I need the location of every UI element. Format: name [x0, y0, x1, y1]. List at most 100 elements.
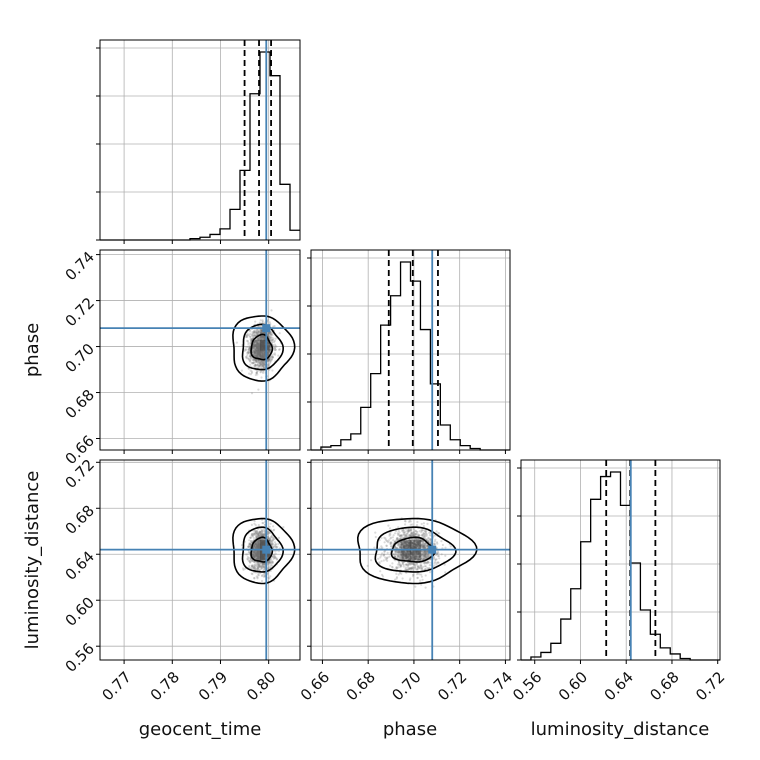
sample-point — [260, 349, 263, 352]
sample-point — [254, 329, 257, 332]
sample-point — [263, 344, 266, 347]
x-tick-label: 0.66 — [297, 668, 333, 704]
sample-point — [277, 536, 280, 540]
sample-point — [257, 350, 260, 353]
sample-point — [259, 354, 262, 357]
sample-point — [252, 330, 255, 333]
sample-point — [257, 347, 260, 351]
sample-point — [256, 370, 259, 373]
sample-point — [274, 348, 277, 351]
sample-point — [389, 533, 392, 536]
sample-point — [247, 358, 250, 361]
sample-point — [257, 361, 260, 364]
sample-point — [272, 337, 275, 340]
sample-point — [256, 363, 260, 366]
sample-point — [262, 342, 265, 345]
sample-point — [259, 355, 262, 358]
sample-point — [256, 534, 260, 537]
sample-point — [263, 341, 266, 345]
sample-point — [263, 335, 266, 339]
sample-point — [262, 568, 265, 571]
sample-point — [268, 345, 272, 348]
sample-point — [414, 566, 417, 569]
sample-point — [249, 335, 252, 338]
sample-point — [266, 353, 269, 356]
sample-point — [261, 354, 264, 357]
sample-point — [256, 351, 259, 354]
sample-point — [273, 528, 276, 531]
sample-point — [260, 365, 263, 368]
sample-point — [245, 553, 248, 556]
sample-point — [260, 347, 263, 350]
sample-point — [254, 364, 257, 367]
sample-point — [252, 361, 255, 364]
sample-point — [247, 352, 251, 355]
sample-point — [259, 347, 262, 350]
sample-point — [245, 356, 248, 359]
sample-point — [259, 366, 262, 369]
sample-point — [266, 341, 270, 344]
sample-point — [261, 562, 264, 566]
sample-point — [260, 337, 264, 340]
y-tick-label: 0.68 — [62, 502, 98, 538]
sample-point — [384, 537, 387, 540]
sample-point — [249, 536, 252, 539]
sample-point — [255, 330, 258, 333]
sample-point — [260, 335, 263, 338]
sample-point — [266, 352, 269, 355]
sample-point — [255, 354, 258, 357]
sample-point — [262, 360, 265, 363]
sample-point — [253, 353, 256, 356]
sample-point — [421, 578, 424, 581]
sample-point — [272, 525, 275, 528]
sample-point — [272, 353, 275, 356]
sample-point — [266, 353, 270, 356]
sample-point — [255, 360, 258, 364]
y-tick-label: 0.72 — [62, 294, 98, 330]
sample-point — [254, 344, 257, 347]
sample-point — [263, 346, 266, 349]
sample-point — [247, 551, 250, 554]
sample-point — [261, 335, 264, 338]
sample-point — [262, 346, 265, 349]
sample-point — [254, 373, 257, 377]
sample-point — [262, 371, 265, 374]
sample-point — [383, 541, 386, 544]
sample-point — [262, 340, 265, 343]
sample-point — [258, 354, 261, 357]
sample-point — [277, 542, 280, 546]
sample-point — [440, 540, 443, 543]
sample-point — [263, 342, 266, 346]
sample-point — [434, 538, 437, 541]
sample-point — [251, 334, 254, 337]
sample-point — [437, 561, 440, 564]
sample-point — [258, 347, 261, 350]
sample-point — [255, 354, 258, 357]
sample-point — [260, 338, 263, 341]
sample-point — [258, 345, 261, 348]
sample-point — [266, 344, 269, 347]
sample-point — [257, 338, 260, 341]
density-cell — [410, 550, 421, 561]
sample-point — [257, 355, 260, 358]
sample-point — [256, 338, 259, 341]
sample-point — [256, 364, 259, 367]
sample-point — [258, 348, 261, 351]
sample-point — [262, 361, 265, 364]
sample-point — [257, 348, 260, 351]
sample-point — [261, 345, 265, 348]
sample-point — [261, 355, 264, 358]
sample-point — [251, 361, 254, 365]
sample-point — [386, 551, 389, 555]
sample-point — [257, 331, 260, 334]
sample-point — [255, 349, 258, 352]
sample-point — [259, 331, 263, 334]
sample-point — [271, 536, 274, 540]
sample-point — [255, 349, 258, 352]
sample-point — [255, 351, 258, 354]
sample-point — [247, 351, 250, 354]
sample-point — [253, 330, 256, 334]
sample-point — [260, 335, 263, 338]
sample-point — [263, 347, 266, 350]
sample-point — [258, 344, 261, 347]
